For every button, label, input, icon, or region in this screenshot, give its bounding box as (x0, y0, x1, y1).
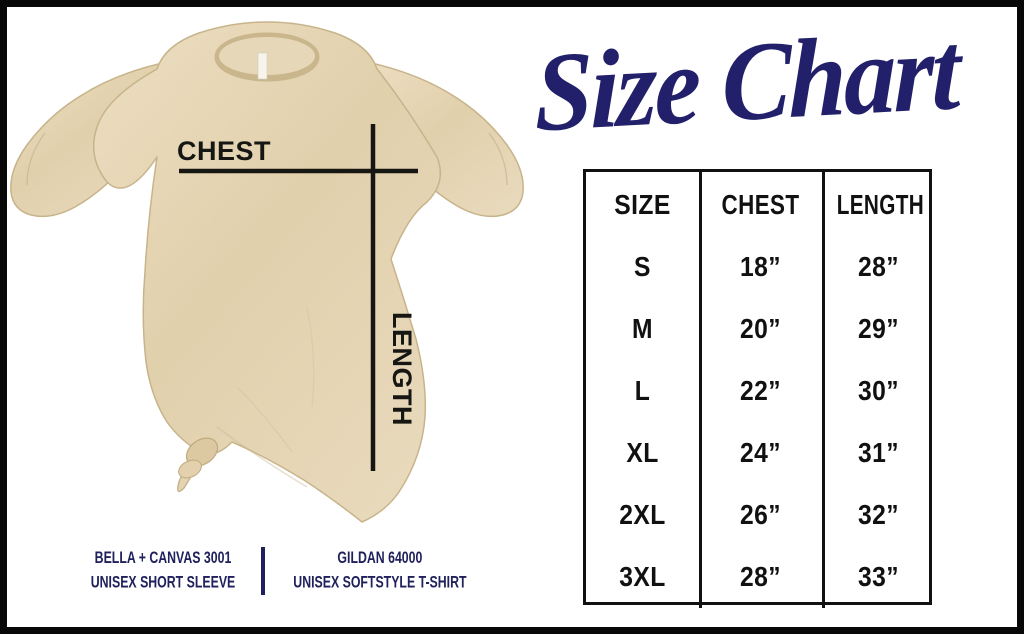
svg-text:CHEST: CHEST (177, 136, 271, 166)
svg-text:LENGTH: LENGTH (387, 312, 417, 426)
